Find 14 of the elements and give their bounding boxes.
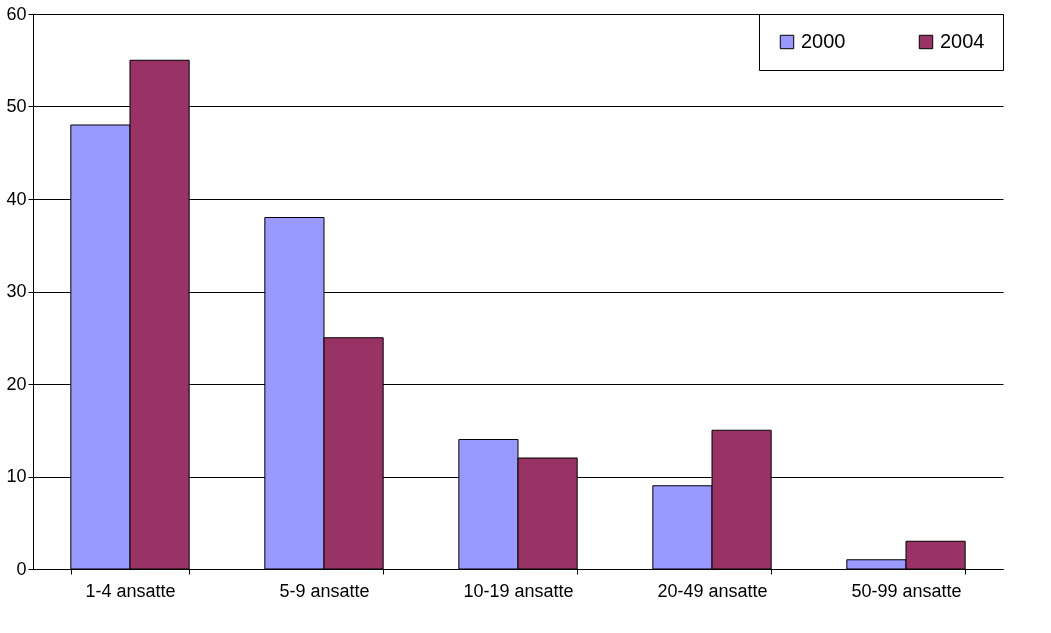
y-tick-label: 0: [16, 558, 27, 579]
y-tick-label: 40: [6, 188, 27, 209]
x-tick-label: 5-9 ansatte: [279, 580, 370, 601]
x-tick-label: 50-99 ansatte: [851, 580, 962, 601]
legend-label: 2000: [801, 30, 846, 52]
x-tick-label: 1-4 ansatte: [85, 580, 176, 601]
y-tick-label: 60: [6, 3, 27, 24]
y-tick-label: 50: [6, 96, 27, 116]
y-tick-label: 10: [6, 466, 27, 486]
legend-label: 2004: [940, 30, 985, 52]
x-tick-label: 10-19 ansatte: [463, 580, 574, 601]
y-tick-label: 20: [6, 373, 27, 394]
x-tick-label: 20-49 ansatte: [657, 580, 768, 601]
y-tick-label: 30: [6, 281, 27, 301]
